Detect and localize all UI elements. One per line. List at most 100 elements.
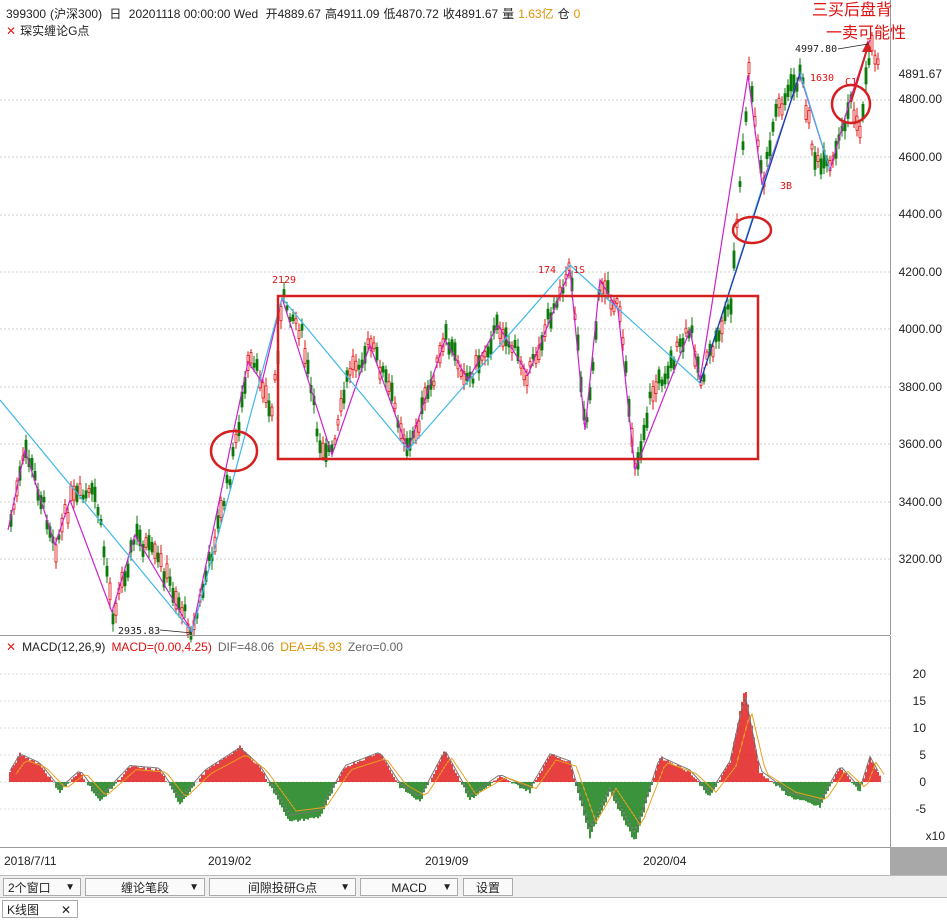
tab-kline[interactable]: K线图 ✕ (2, 900, 78, 918)
candle-body (720, 320, 724, 335)
candle-body (144, 537, 148, 548)
candle-body (615, 298, 619, 304)
stroke-label: 1630 (810, 73, 835, 84)
macd-axis: 20 15 10 5 0 -5 (890, 636, 947, 847)
candle-body (495, 314, 499, 330)
candle-body (366, 338, 370, 346)
candle-body (783, 93, 787, 106)
candle-body (339, 398, 343, 412)
label-leader (159, 629, 193, 634)
candle-body (501, 329, 505, 347)
candle-body (225, 474, 229, 484)
candle-body (546, 308, 550, 320)
candle-body (489, 338, 493, 355)
gpoint-button[interactable]: 间隙投研G点 ▼ (209, 878, 356, 896)
scroll-corner[interactable] (890, 847, 947, 875)
candle-body (744, 111, 748, 122)
dropdown-arrow-icon: ▼ (65, 882, 75, 893)
candle-body (621, 337, 625, 345)
segment-line (699, 72, 801, 384)
candle-body (393, 402, 397, 410)
pane-divider[interactable] (0, 635, 890, 636)
candle-body (417, 420, 421, 433)
volume-label: 量 (502, 7, 515, 21)
candle-body (90, 483, 94, 495)
price-tick: 4000.00 (898, 322, 942, 336)
close-icon[interactable]: ✕ (6, 640, 17, 654)
candle-body (126, 563, 130, 578)
settings-label: 设置 (475, 881, 500, 895)
datetime: 20201118 00:00:00 Wed (128, 7, 259, 21)
candle-body (471, 378, 475, 384)
candle-body (528, 361, 532, 367)
volume-value: 1.63亿 (518, 7, 554, 21)
candle-body (537, 344, 541, 361)
candle-body (462, 371, 466, 386)
candle-body (150, 541, 154, 553)
close-icon[interactable]: ✕ (6, 24, 17, 38)
candle-body (252, 362, 256, 368)
price-tick: 4600.00 (898, 150, 942, 164)
candle-body (315, 428, 319, 437)
candle-body (651, 386, 655, 402)
close-price: 收4891.67 (442, 7, 499, 21)
candle-body (513, 339, 517, 348)
zero-value: Zero=0.00 (347, 640, 403, 654)
candle-body (642, 424, 646, 441)
indicator-select[interactable]: MACD ▼ (360, 878, 458, 896)
date-label: 2019/09 (425, 854, 469, 868)
candle-body (717, 330, 721, 342)
candle-body (234, 433, 238, 444)
candle-body (291, 314, 295, 322)
candle-body (102, 546, 106, 558)
candle-body (867, 58, 871, 66)
candle-body (684, 327, 688, 334)
candle-body (525, 375, 529, 386)
dea-line (15, 712, 885, 826)
candle-body (261, 382, 265, 399)
dropdown-arrow-icon: ▼ (340, 882, 350, 893)
window-count-select[interactable]: 2个窗口 ▼ (3, 878, 81, 896)
position-label: 仓 (557, 7, 570, 21)
candle-body (873, 54, 877, 65)
candle-body (864, 67, 868, 85)
macd-tick: -5 (915, 802, 926, 816)
highlight-circle (830, 83, 872, 125)
candle-body (165, 563, 169, 579)
candle-body (516, 346, 520, 362)
candle-body (786, 84, 790, 98)
position-value: 0 (573, 7, 581, 21)
consolidation-box (276, 294, 760, 461)
indicator-name: 琛实缠论G点 (20, 24, 90, 38)
candle-body (357, 364, 361, 370)
candle-body (669, 350, 673, 369)
candle-body (264, 385, 268, 403)
candle-body (666, 365, 670, 379)
kline-chart[interactable] (0, 0, 890, 847)
candle-body (222, 501, 226, 507)
candle-body (147, 535, 151, 551)
candle-body (660, 379, 664, 386)
candle-body (726, 304, 730, 310)
candle-body (153, 543, 157, 559)
candle-body (111, 613, 115, 625)
candle-body (54, 544, 58, 563)
macd-tick: 0 (919, 775, 926, 789)
date-label: 2019/02 (208, 854, 252, 868)
candle-body (330, 444, 334, 452)
candle-body (444, 324, 448, 340)
close-icon[interactable]: ✕ (60, 903, 71, 917)
candle-body (93, 486, 97, 502)
highlight-circle (731, 215, 773, 245)
annotation-line-2: 一卖可能性 (826, 25, 907, 42)
candle-body (765, 151, 769, 159)
candle-body (159, 553, 163, 567)
candle-body (249, 352, 253, 364)
candle-body (267, 400, 271, 417)
settings-button[interactable]: 设置 (463, 878, 513, 896)
candle-body (747, 62, 751, 74)
chan-strokes-button[interactable]: 缠论笔段 ▼ (85, 878, 205, 896)
annotation-line-1: 三买后盘背 (812, 2, 893, 19)
candle-body (657, 369, 661, 384)
candle-body (381, 366, 385, 373)
